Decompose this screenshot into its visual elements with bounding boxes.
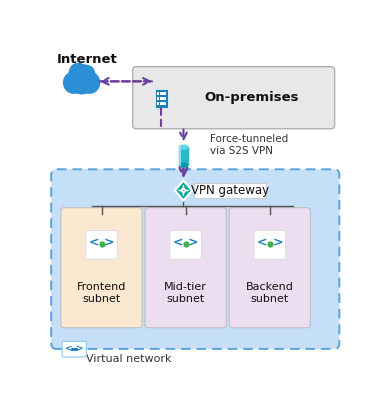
FancyBboxPatch shape (160, 102, 163, 105)
FancyBboxPatch shape (254, 230, 286, 259)
Text: Force-tunneled
via S2S VPN: Force-tunneled via S2S VPN (210, 134, 288, 156)
FancyBboxPatch shape (155, 89, 168, 108)
Circle shape (80, 72, 99, 93)
Circle shape (68, 65, 95, 94)
FancyBboxPatch shape (62, 341, 86, 357)
FancyBboxPatch shape (229, 208, 311, 328)
FancyBboxPatch shape (68, 77, 95, 86)
Text: Mid-tier
subnet: Mid-tier subnet (164, 282, 207, 303)
Text: Virtual network: Virtual network (86, 354, 171, 364)
Text: VPN gateway: VPN gateway (191, 184, 269, 197)
Circle shape (78, 66, 94, 82)
Ellipse shape (179, 163, 187, 167)
FancyBboxPatch shape (160, 92, 163, 96)
Text: On-premises: On-premises (204, 91, 299, 104)
FancyBboxPatch shape (86, 230, 117, 259)
Ellipse shape (179, 145, 187, 149)
FancyBboxPatch shape (163, 92, 166, 96)
Text: >: > (272, 237, 283, 250)
FancyBboxPatch shape (163, 102, 166, 105)
FancyBboxPatch shape (133, 67, 335, 129)
FancyBboxPatch shape (157, 102, 159, 105)
Text: <: < (173, 237, 183, 250)
FancyBboxPatch shape (157, 97, 159, 100)
Text: <: < (65, 344, 73, 353)
Text: Backend
subnet: Backend subnet (246, 282, 294, 303)
FancyBboxPatch shape (160, 97, 163, 100)
Text: Internet: Internet (56, 53, 117, 66)
Polygon shape (175, 181, 192, 200)
Text: <: < (257, 237, 267, 250)
Text: Frontend
subnet: Frontend subnet (77, 282, 126, 303)
FancyBboxPatch shape (157, 92, 159, 96)
FancyBboxPatch shape (145, 208, 226, 328)
FancyBboxPatch shape (194, 183, 266, 198)
Text: >: > (76, 344, 83, 353)
Text: >: > (104, 237, 114, 250)
FancyBboxPatch shape (163, 97, 166, 100)
Text: >: > (188, 237, 199, 250)
FancyBboxPatch shape (61, 208, 142, 328)
FancyBboxPatch shape (51, 169, 339, 349)
FancyBboxPatch shape (170, 230, 202, 259)
Text: <: < (89, 237, 99, 250)
Bar (179, 147, 187, 165)
Circle shape (64, 72, 83, 93)
Circle shape (69, 64, 87, 82)
